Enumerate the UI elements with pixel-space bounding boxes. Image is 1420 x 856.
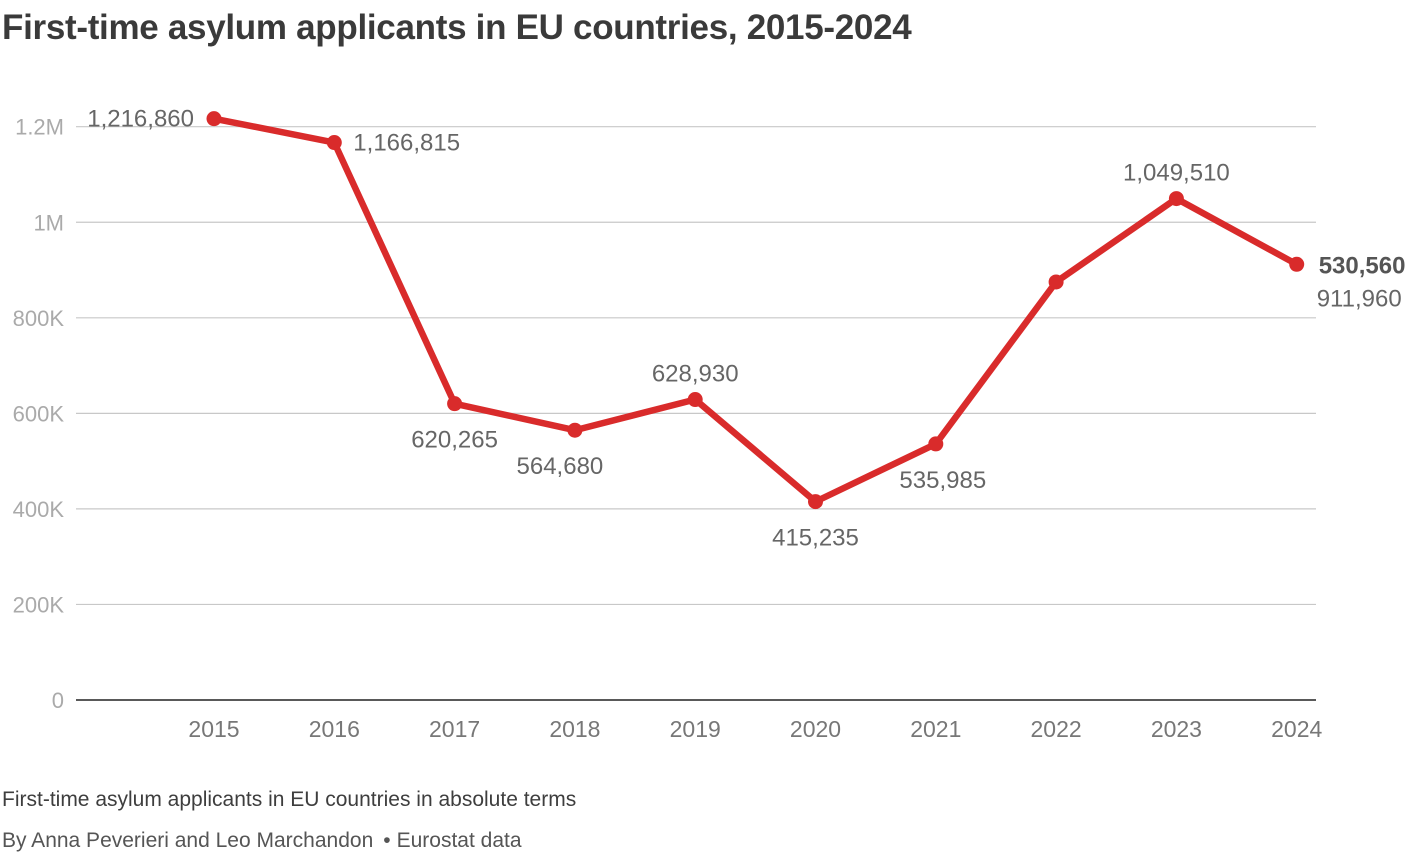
grid-lines (76, 126, 1316, 701)
data-point (1289, 256, 1305, 272)
x-tick-label: 2022 (1031, 716, 1082, 742)
data-point (928, 436, 944, 452)
data-label: 911,960 (1317, 285, 1402, 312)
byline-separator: • (383, 829, 391, 852)
data-label: 1,166,815 (353, 130, 460, 157)
y-tick-label: 800K (13, 306, 65, 331)
x-tick-label: 2020 (790, 716, 841, 742)
byline-authors: By Anna Peverieri and Leo Marchandon (2, 829, 374, 852)
x-tick-label: 2024 (1271, 716, 1322, 742)
byline: By Anna Peverieri and Leo Marchandon • Eur… (2, 829, 522, 853)
x-tick-label: 2016 (309, 716, 360, 742)
data-point (326, 135, 342, 151)
data-label: 564,680 (517, 453, 604, 480)
data-point (687, 392, 703, 408)
x-axis-ticks: 2015 2016 2017 2018 2019 2020 2021 2022 2023 2024 (188, 716, 1322, 742)
series-line-layer (210, 115, 1300, 505)
line-chart: 0 200K 400K 600K 800K 1M 1.2M 2015 2016 2017 2018… (13, 106, 1406, 742)
y-tick-label: 600K (13, 401, 65, 426)
data-point (1048, 274, 1064, 290)
data-point (567, 422, 583, 438)
x-tick-label: 2021 (910, 716, 961, 742)
data-label: 620,265 (411, 427, 498, 454)
chart-caption: First-time asylum applicants in EU count… (2, 788, 577, 811)
data-point (447, 396, 463, 412)
x-tick-label: 2018 (549, 716, 600, 742)
chart-title: First-time asylum applicants in EU count… (2, 8, 912, 47)
series-points (206, 111, 1305, 510)
y-axis-ticks: 0 200K 400K 600K 800K 1M 1.2M (13, 115, 65, 713)
series-line (210, 115, 1300, 505)
data-point (206, 111, 222, 127)
data-label: 1,216,860 (87, 106, 194, 133)
byline-source: Eurostat data (396, 829, 522, 852)
y-tick-label: 200K (13, 592, 65, 617)
data-point (808, 494, 823, 510)
y-tick-label: 0 (52, 688, 64, 713)
data-label: 1,049,510 (1123, 160, 1230, 187)
data-label: 628,930 (652, 361, 739, 388)
data-label: 415,235 (772, 525, 859, 552)
x-tick-label: 2023 (1151, 716, 1202, 742)
y-tick-label: 1M (33, 210, 64, 235)
highlight-annotation: 530,560 (1319, 252, 1406, 279)
y-tick-label: 400K (13, 497, 65, 522)
x-tick-label: 2017 (429, 716, 480, 742)
data-labels: 1,216,860 1,166,815 620,265 564,680 628,930 4… (87, 106, 1405, 552)
data-label: 535,985 (899, 467, 986, 494)
x-tick-label: 2015 (188, 716, 239, 742)
x-tick-label: 2019 (670, 716, 721, 742)
data-point (1168, 191, 1184, 207)
y-tick-label: 1.2M (15, 115, 64, 140)
